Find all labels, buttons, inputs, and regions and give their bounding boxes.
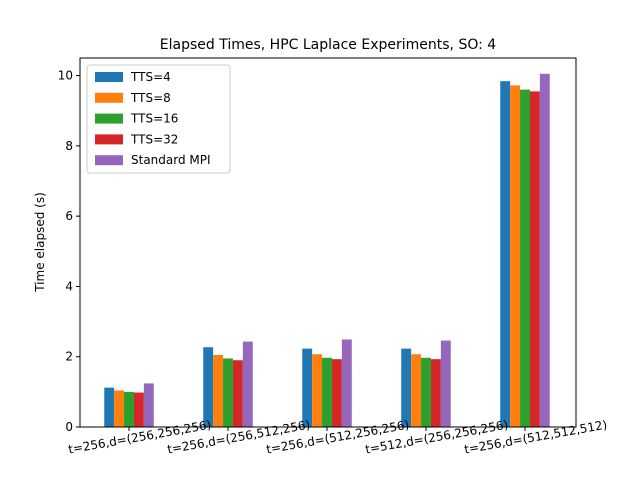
bar-tts-16-0	[124, 391, 134, 427]
legend-swatch	[95, 92, 123, 103]
bar-tts-8-2	[312, 354, 323, 427]
bar-tts-32-4	[529, 91, 540, 427]
y-tick-label: 4	[65, 279, 73, 293]
y-tick-label: 10	[58, 69, 73, 83]
bar-tts-4-4	[500, 81, 511, 427]
legend-swatch	[95, 134, 123, 145]
legend-label: Standard MPI	[131, 153, 211, 167]
y-tick-label: 6	[65, 209, 73, 223]
bar-tts-8-1	[213, 354, 224, 427]
legend-swatch	[95, 155, 123, 166]
bar-tts-4-2	[302, 348, 313, 427]
y-axis-label: Time elapsed (s)	[33, 192, 47, 293]
y-axis-ticks: 0 2 4 6 8 10	[58, 69, 80, 434]
bar-tts-32-0	[133, 392, 144, 427]
legend-swatch	[95, 113, 123, 124]
legend-swatch	[95, 72, 123, 82]
bar-tts-4-3	[401, 348, 412, 427]
legend-label: TTS=16	[130, 112, 178, 126]
bar-standard-mpi-4	[539, 73, 550, 427]
bar-tts-8-4	[510, 85, 521, 427]
bar-standard-mpi-2	[341, 339, 352, 427]
legend-box	[86, 64, 231, 174]
y-tick-label: 8	[65, 139, 73, 153]
bar-tts-4-1	[203, 347, 214, 427]
bar-standard-mpi-1	[242, 341, 253, 427]
bar-tts-16-4	[520, 89, 530, 427]
y-tick-label: 2	[65, 350, 73, 364]
bar-tts-32-3	[430, 359, 441, 427]
bar-tts-4-0	[104, 387, 115, 427]
bar-standard-mpi-3	[440, 340, 451, 427]
bar-tts-32-2	[331, 359, 342, 427]
axes-frame	[79, 57, 577, 428]
bar-tts-16-3	[421, 357, 431, 427]
legend-label: TTS=32	[130, 132, 178, 146]
chart-title: Elapsed Times, HPC Laplace Experiments, …	[160, 37, 497, 53]
bar-tts-8-0	[114, 390, 125, 427]
bar-tts-8-3	[411, 354, 422, 427]
y-tick-label: 0	[65, 420, 73, 434]
legend-label: TTS=4	[130, 70, 171, 84]
legend-label: TTS=8	[130, 91, 171, 105]
bar-tts-32-1	[232, 360, 243, 427]
bar-tts-16-2	[322, 357, 332, 427]
legend: TTS=4 TTS=8 TTS=16 TTS=32 Standard MPI	[86, 64, 231, 174]
bars-group	[104, 73, 550, 427]
bar-standard-mpi-0	[143, 383, 154, 427]
bar-tts-16-1	[223, 358, 233, 427]
